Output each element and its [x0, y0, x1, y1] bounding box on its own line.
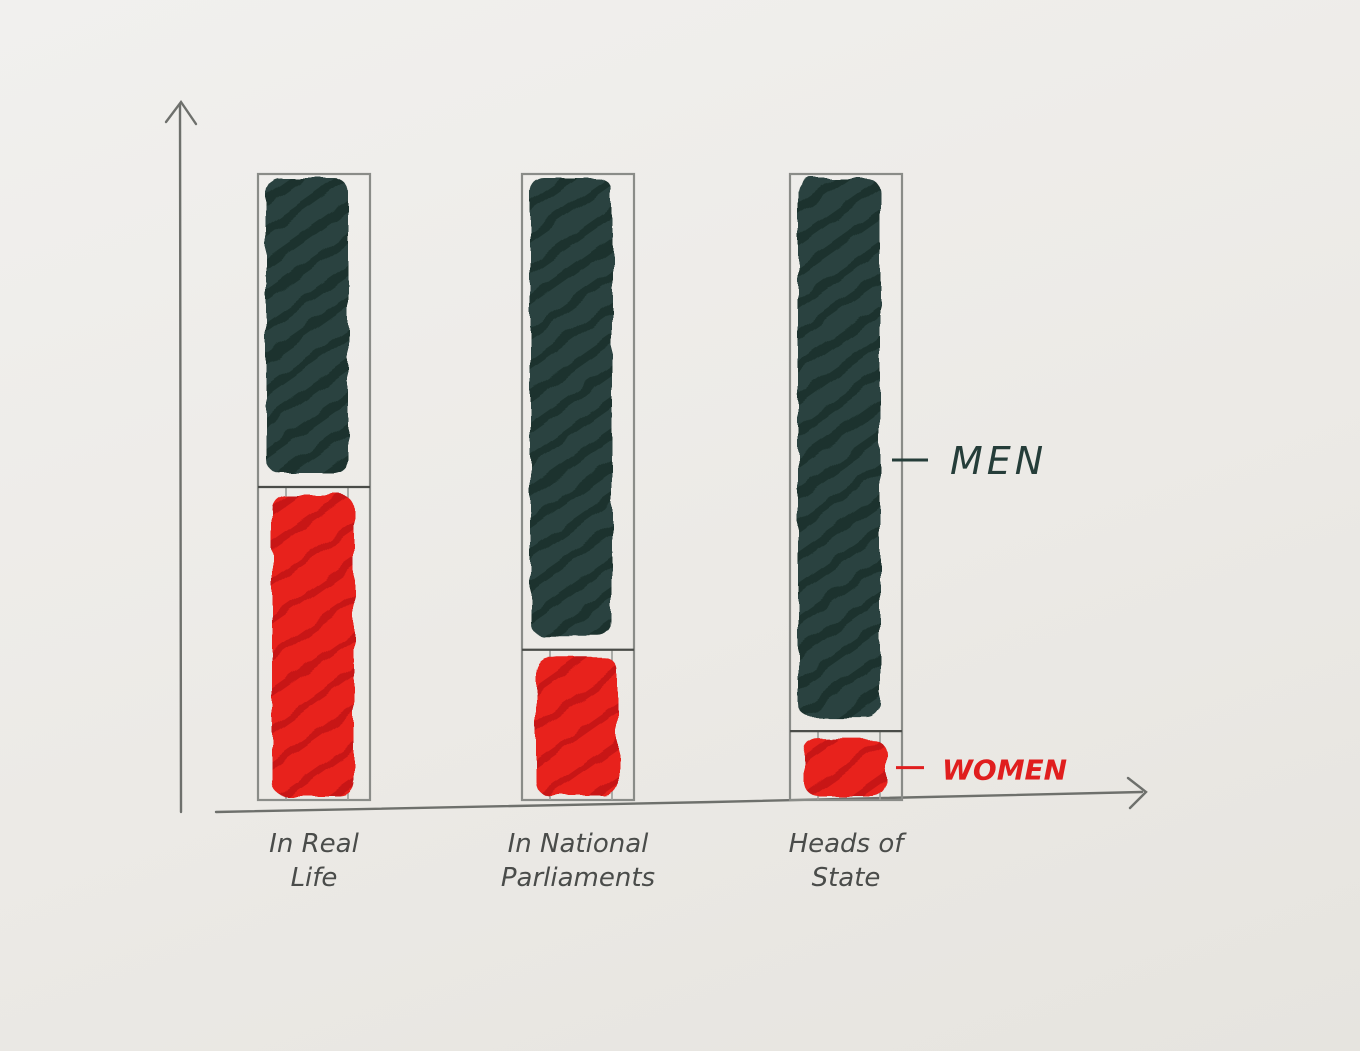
category-label-1: In Real Life: [269, 829, 359, 893]
bar-women: [272, 495, 354, 796]
axes: [164, 99, 1148, 814]
bar-women: [804, 739, 886, 796]
legend-men-label: MEN: [950, 439, 1047, 483]
bar-men: [266, 178, 348, 473]
bar-outline: [520, 172, 636, 802]
y-axis: [178, 102, 183, 814]
legend-women: WOMEN: [896, 754, 1067, 787]
legend: MEN WOMEN: [892, 439, 1067, 787]
bar-group-2: [520, 172, 636, 802]
legend-men: MEN: [892, 439, 1047, 483]
bar-women: [536, 657, 618, 796]
bar-outline: [788, 172, 904, 802]
bar-men: [798, 178, 880, 718]
legend-women-label: WOMEN: [942, 754, 1067, 787]
category-label-3: Heads of State: [789, 829, 908, 893]
bar-men: [530, 178, 612, 636]
y-axis-arrowhead: [164, 99, 198, 126]
bar-group-1: [256, 172, 372, 802]
bars-layer: [256, 172, 904, 802]
x-axis-arrowhead: [1126, 776, 1148, 810]
bar-group-3: [788, 172, 904, 802]
x-axis: [214, 790, 1144, 814]
category-label-2: In National Parliaments: [501, 829, 655, 893]
category-labels: In Real Life In National Parliaments Heads o…: [269, 829, 907, 893]
